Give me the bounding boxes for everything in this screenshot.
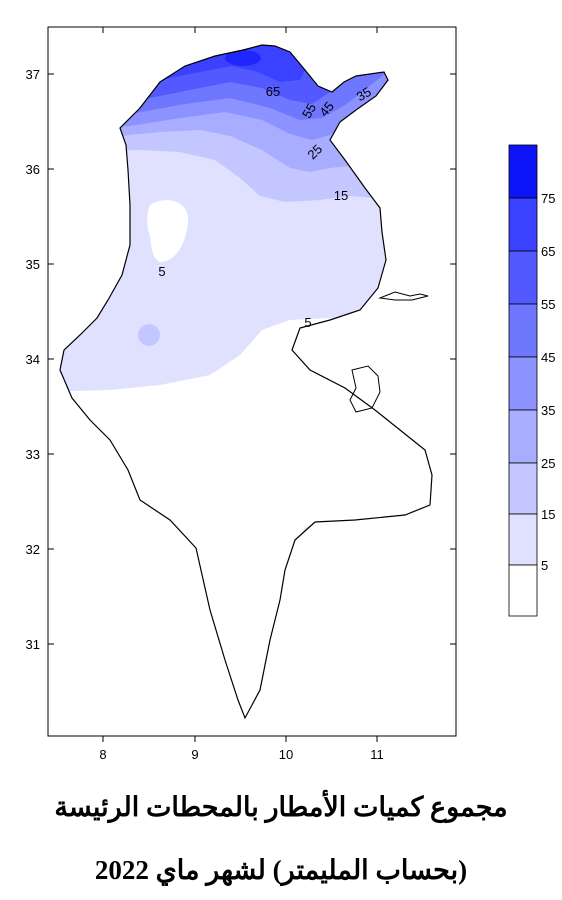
- x-tick-label: 8: [99, 747, 106, 762]
- legend-swatch: [508, 144, 538, 199]
- rainfall-map: 65 55 45 35 25 15 5 5 8 9 10 11 37 36 35…: [26, 26, 555, 762]
- contour-label-5-east: 5: [304, 315, 311, 330]
- y-tick-label: 33: [26, 447, 40, 462]
- legend-swatch: [508, 462, 538, 515]
- legend-label: 45: [541, 350, 555, 365]
- y-tick-label: 32: [26, 542, 40, 557]
- legend-swatch: [508, 513, 538, 566]
- legend-swatch: [508, 197, 538, 252]
- contour-label-15: 15: [334, 188, 348, 203]
- y-tick-label: 37: [26, 67, 40, 82]
- y-tick-label: 34: [26, 352, 40, 367]
- contour-label-65: 65: [266, 84, 280, 99]
- contour-label-35: 35: [354, 84, 374, 104]
- legend-label: 75: [541, 191, 555, 206]
- legend-label: 35: [541, 403, 555, 418]
- map-subtitle: (بحساب المليمتر) لشهر ماي 2022: [94, 855, 468, 885]
- kerkennah-island: [378, 291, 429, 301]
- legend-label: 65: [541, 244, 555, 259]
- map-title: مجموع كميات الأمطار بالمحطات الرئيسة: [54, 792, 508, 822]
- x-tick-label: 9: [191, 747, 198, 762]
- legend-label: 25: [541, 456, 555, 471]
- x-tick-label: 10: [279, 747, 293, 762]
- y-axis: [48, 73, 456, 645]
- legend-swatch: [508, 250, 538, 305]
- band-75: [225, 50, 261, 66]
- band-5-spot-west: [138, 324, 160, 346]
- y-tick-label: 31: [26, 637, 40, 652]
- legend-label: 15: [541, 507, 555, 522]
- y-tick-label: 36: [26, 162, 40, 177]
- legend-label: 55: [541, 297, 555, 312]
- color-legend: 75 65 55 45 35 25 15 5: [508, 144, 555, 617]
- djerba-island: [349, 365, 381, 413]
- legend-swatch: [508, 303, 538, 358]
- legend-label: 5: [541, 558, 548, 573]
- band-under-5-pocket: [147, 200, 189, 262]
- x-tick-label: 11: [370, 747, 384, 762]
- contour-label-5-west: 5: [158, 264, 165, 279]
- legend-swatch: [508, 564, 538, 617]
- legend-swatch: [508, 409, 538, 464]
- contour-label-55: 55: [299, 101, 319, 121]
- legend-swatch: [508, 356, 538, 411]
- x-axis: [102, 27, 378, 742]
- y-tick-label: 35: [26, 257, 40, 272]
